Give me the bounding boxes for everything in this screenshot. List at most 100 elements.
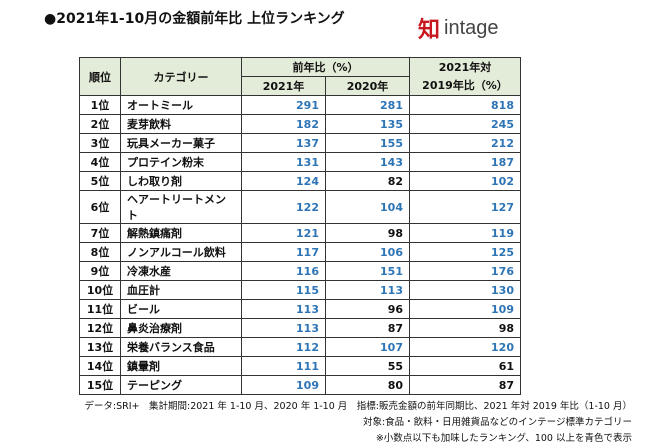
yoy-2020-cell: 96 [325, 299, 410, 319]
table-row: 9位 冷凍水産 116 151 176 [79, 261, 521, 281]
yoy-2020-cell: 55 [325, 356, 410, 376]
footer-target: 対象:食品・飲料・日用雑貨品などのインテージ標準カテゴリー [362, 417, 632, 428]
table-row: 14位 鎮暈剤 111 55 61 [79, 356, 521, 376]
header-vs2019-line2: 2019年比（%） [422, 78, 508, 92]
table-row: 10位 血圧計 115 113 130 [79, 280, 521, 300]
yoy-2021-cell: 124 [241, 171, 326, 191]
rank-cell: 3位 [79, 133, 121, 153]
table-row: 12位 鼻炎治療剤 113 87 98 [79, 318, 521, 338]
header-rank: 順位 [79, 57, 121, 96]
category-cell: テーピング [120, 375, 242, 395]
category-cell: ビール [120, 299, 242, 319]
rank-cell: 10位 [79, 280, 121, 300]
rank-cell: 4位 [79, 152, 121, 172]
header-2021: 2021年 [241, 76, 326, 96]
yoy-2021-cell: 122 [241, 190, 326, 224]
rank-cell: 11位 [79, 299, 121, 319]
vs2019-cell: 98 [409, 318, 521, 338]
yoy-2021-cell: 113 [241, 318, 326, 338]
table-row: 2位 麦芽飲料 182 135 245 [79, 114, 521, 134]
vs2019-cell: 130 [409, 280, 521, 300]
yoy-2021-cell: 111 [241, 356, 326, 376]
table-row: 1位 オートミール 291 281 818 [79, 95, 521, 115]
rank-cell: 2位 [79, 114, 121, 134]
yoy-2021-cell: 112 [241, 337, 326, 357]
vs2019-cell: 125 [409, 242, 521, 262]
logo-mark-icon: 知 [418, 18, 441, 43]
table-row: 3位 玩具メーカー菓子 137 155 212 [79, 133, 521, 153]
yoy-2021-cell: 121 [241, 223, 326, 243]
yoy-2021-cell: 116 [241, 261, 326, 281]
yoy-2020-cell: 143 [325, 152, 410, 172]
footer-source: データ:SRI+ 集計期間:2021 年 1-10 月、2020 年 1-10 … [84, 401, 632, 412]
yoy-2020-cell: 107 [325, 337, 410, 357]
yoy-2020-cell: 80 [325, 375, 410, 395]
table-row: 7位 解熱鎮痛剤 121 98 119 [79, 223, 521, 243]
table-row: 13位 栄養バランス食品 112 107 120 [79, 337, 521, 357]
yoy-2020-cell: 104 [325, 190, 410, 224]
vs2019-cell: 176 [409, 261, 521, 281]
category-cell: 冷凍水産 [120, 261, 242, 281]
logo-wordmark: intage [444, 16, 499, 39]
yoy-2020-cell: 82 [325, 171, 410, 191]
yoy-2021-cell: 131 [241, 152, 326, 172]
yoy-2020-cell: 281 [325, 95, 410, 115]
category-cell: しわ取り剤 [120, 171, 242, 191]
category-cell: 玩具メーカー菓子 [120, 133, 242, 153]
table-row: 8位 ノンアルコール飲料 117 106 125 [79, 242, 521, 262]
category-cell: 鼻炎治療剤 [120, 318, 242, 338]
category-cell: オートミール [120, 95, 242, 115]
yoy-2021-cell: 113 [241, 299, 326, 319]
page-title: ●2021年1-10月の金額前年比 上位ランキング [44, 11, 345, 27]
rank-cell: 12位 [79, 318, 121, 338]
footer-note: ※小数点以下も加味したランキング、100 以上を青色で表示 [375, 433, 632, 444]
yoy-2020-cell: 87 [325, 318, 410, 338]
category-cell: 鎮暈剤 [120, 356, 242, 376]
header-vs2019: 2021年対 2019年比（%） [409, 57, 521, 96]
vs2019-cell: 119 [409, 223, 521, 243]
category-cell: ヘアートリートメント [120, 190, 242, 224]
table-row: 11位 ビール 113 96 109 [79, 299, 521, 319]
vs2019-cell: 245 [409, 114, 521, 134]
vs2019-cell: 818 [409, 95, 521, 115]
vs2019-cell: 127 [409, 190, 521, 224]
yoy-2021-cell: 115 [241, 280, 326, 300]
category-cell: ノンアルコール飲料 [120, 242, 242, 262]
vs2019-cell: 212 [409, 133, 521, 153]
table-row: 4位 プロテイン粉末 131 143 187 [79, 152, 521, 172]
yoy-2020-cell: 155 [325, 133, 410, 153]
header-yoy: 前年比（%） [241, 57, 410, 77]
yoy-2021-cell: 291 [241, 95, 326, 115]
rank-cell: 9位 [79, 261, 121, 281]
header-vs2019-line1: 2021年対 [438, 60, 492, 74]
rank-cell: 8位 [79, 242, 121, 262]
category-cell: 解熱鎮痛剤 [120, 223, 242, 243]
vs2019-cell: 61 [409, 356, 521, 376]
intage-logo: 知 intage [418, 12, 499, 44]
yoy-2021-cell: 137 [241, 133, 326, 153]
rank-cell: 15位 [79, 375, 121, 395]
table-row: 5位 しわ取り剤 124 82 102 [79, 171, 521, 191]
vs2019-cell: 120 [409, 337, 521, 357]
table-row: 6位 ヘアートリートメント 122 104 127 [79, 190, 521, 224]
category-cell: プロテイン粉末 [120, 152, 242, 172]
yoy-2020-cell: 113 [325, 280, 410, 300]
rank-cell: 14位 [79, 356, 121, 376]
ranking-table: 順位 カテゴリー 前年比（%） 2021年対 2019年比（%） 2021年 2… [79, 57, 521, 395]
category-cell: 血圧計 [120, 280, 242, 300]
category-cell: 栄養バランス食品 [120, 337, 242, 357]
yoy-2020-cell: 135 [325, 114, 410, 134]
vs2019-cell: 187 [409, 152, 521, 172]
category-cell: 麦芽飲料 [120, 114, 242, 134]
header-category: カテゴリー [120, 57, 242, 96]
rank-cell: 1位 [79, 95, 121, 115]
yoy-2021-cell: 182 [241, 114, 326, 134]
yoy-2021-cell: 117 [241, 242, 326, 262]
yoy-2020-cell: 106 [325, 242, 410, 262]
yoy-2021-cell: 109 [241, 375, 326, 395]
rank-cell: 5位 [79, 171, 121, 191]
rank-cell: 13位 [79, 337, 121, 357]
rank-cell: 6位 [79, 190, 121, 224]
yoy-2020-cell: 98 [325, 223, 410, 243]
yoy-2020-cell: 151 [325, 261, 410, 281]
